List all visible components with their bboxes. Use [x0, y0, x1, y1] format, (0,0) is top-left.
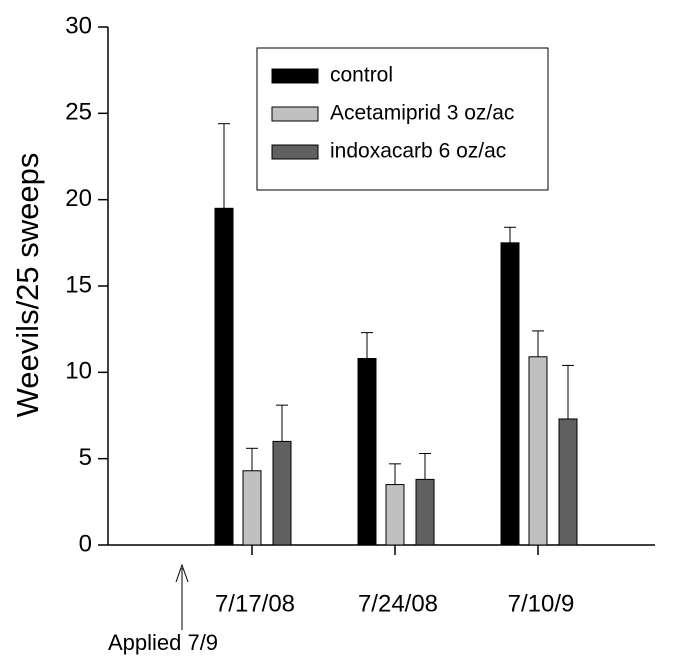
- x-tick-label: 7/24/08: [358, 590, 438, 617]
- y-tick-label: 5: [79, 444, 92, 471]
- legend-label: indoxacarb 6 oz/ac: [330, 140, 506, 163]
- y-axis-label: Weevils/25 sweeps: [10, 153, 45, 418]
- bar: [242, 470, 262, 546]
- bar: [500, 242, 520, 546]
- annotation: Applied 7/9: [108, 630, 218, 655]
- legend-label: control: [330, 64, 393, 87]
- x-tick-label: 7/17/08: [215, 590, 295, 617]
- arrow-head: [175, 563, 189, 583]
- x-tick-label: 7/10/9: [508, 590, 575, 617]
- bar: [385, 484, 405, 546]
- legend-label: Acetamiprid 3 oz/ac: [330, 102, 514, 125]
- y-tick-label: 10: [65, 358, 92, 385]
- bar: [415, 478, 435, 546]
- legend-swatch: [271, 68, 319, 84]
- bar: [272, 440, 292, 546]
- legend-swatch: [271, 144, 319, 160]
- bar: [214, 207, 234, 546]
- y-tick-label: 20: [65, 185, 92, 212]
- bar: [528, 356, 548, 546]
- legend-swatch: [271, 106, 319, 122]
- bar: [558, 418, 578, 546]
- y-tick-label: 25: [65, 99, 92, 126]
- bar: [357, 358, 377, 546]
- y-tick-label: 30: [65, 12, 92, 39]
- y-tick-label: 0: [79, 530, 92, 557]
- y-tick-label: 15: [65, 271, 92, 298]
